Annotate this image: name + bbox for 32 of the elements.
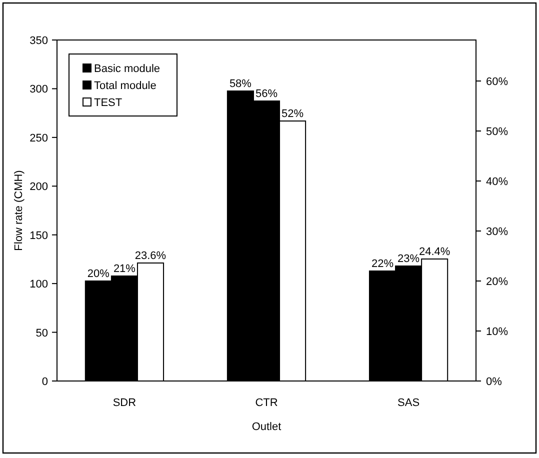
data-label: 22% <box>371 258 394 270</box>
y-tick-label: 50 <box>36 327 48 340</box>
data-label: 20% <box>87 268 110 280</box>
x-tick-label: SAS <box>398 397 420 409</box>
y2-tick-label: 60% <box>486 76 508 88</box>
data-label: 21% <box>113 263 136 275</box>
y2-tick-label: 10% <box>486 326 508 338</box>
y-tick-label: 100 <box>30 278 48 291</box>
y2-tick-label: 40% <box>486 176 508 188</box>
y-tick-label: 250 <box>30 132 48 144</box>
y-tick-label: 200 <box>30 181 48 194</box>
y-axis-title: Flow rate (CMH) <box>13 170 25 251</box>
data-label: 23% <box>398 253 420 265</box>
y2-tick-label: 20% <box>486 276 508 288</box>
y-tick-label: 300 <box>30 84 48 96</box>
y2-tick-label: 30% <box>486 226 508 238</box>
data-label: 52% <box>282 108 304 120</box>
y-tick-label: 350 <box>30 35 48 47</box>
x-axis-title: Outlet <box>252 421 282 433</box>
y2-tick-label: 0% <box>486 376 502 388</box>
y2-tick-label: 50% <box>486 126 508 138</box>
legend-label: Basic module <box>94 63 160 75</box>
data-label: 56% <box>255 88 278 100</box>
data-label: 58% <box>229 78 252 90</box>
legend-label: Total module <box>94 80 156 92</box>
legend-label: TEST <box>94 97 122 109</box>
data-label: 24.4% <box>418 246 450 258</box>
y-tick-label: 0 <box>42 376 48 388</box>
y-tick-label: 150 <box>30 230 48 242</box>
x-tick-label: CTR <box>255 397 278 409</box>
data-label: 23.6% <box>134 250 166 262</box>
x-tick-label: SDR <box>112 397 136 409</box>
